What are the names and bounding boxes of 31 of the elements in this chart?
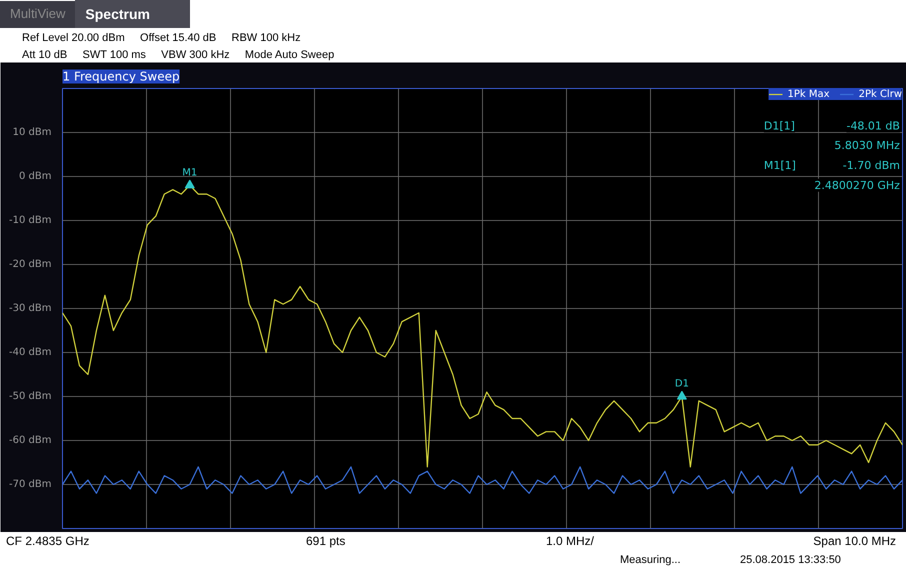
text: CF 2.4835 GHz	[6, 533, 90, 550]
annotation: M1[1]	[764, 159, 796, 172]
text: Spectrum	[75, 0, 190, 28]
legend-label: 1Pk Max	[788, 88, 830, 100]
annotation: D1[1]	[764, 119, 795, 132]
y-tick-label: 0 dBm	[19, 171, 52, 182]
y-tick-label: -70 dBm	[9, 479, 52, 490]
y-tick-label: -20 dBm	[9, 259, 52, 270]
annotation: -48.01 dB	[846, 119, 900, 132]
y-tick-label: -50 dBm	[9, 391, 52, 402]
text: 1.0 MHz/	[546, 533, 596, 550]
y-tick-label: 10 dBm	[12, 127, 52, 138]
text: 691 pts	[306, 533, 346, 550]
y-tick-label: -40 dBm	[9, 347, 52, 358]
y-tick-label: -60 dBm	[9, 435, 52, 446]
text: Ref Level 20.00 dBm Offset 15.40 dB RBW 100 kHz	[22, 32, 301, 44]
line-series	[62, 466, 902, 494]
text: Att 10 dB SWT 100 ms VBW 300 kHz Mode Auto Sweep	[22, 48, 334, 61]
annotation: 5.8030 MHz	[834, 139, 900, 152]
chart-title: 1 Frequency Sweep	[62, 70, 180, 84]
series-label: M1	[182, 167, 198, 178]
text: 25.08.2015 13:33:50	[740, 553, 842, 568]
y-tick-label: -10 dBm	[9, 215, 52, 226]
series-label: D1	[674, 378, 689, 390]
y-tick-label: -30 dBm	[9, 303, 52, 314]
text: Measuring...	[620, 553, 682, 568]
legend-label: 2Pk Clrw	[858, 88, 902, 100]
text: Span 10.0 MHz	[812, 533, 896, 550]
text: MultiView	[0, 1, 76, 28]
annotation: -1.70 dBm	[842, 159, 900, 172]
annotation: 2.4800270 GHz	[814, 178, 900, 192]
